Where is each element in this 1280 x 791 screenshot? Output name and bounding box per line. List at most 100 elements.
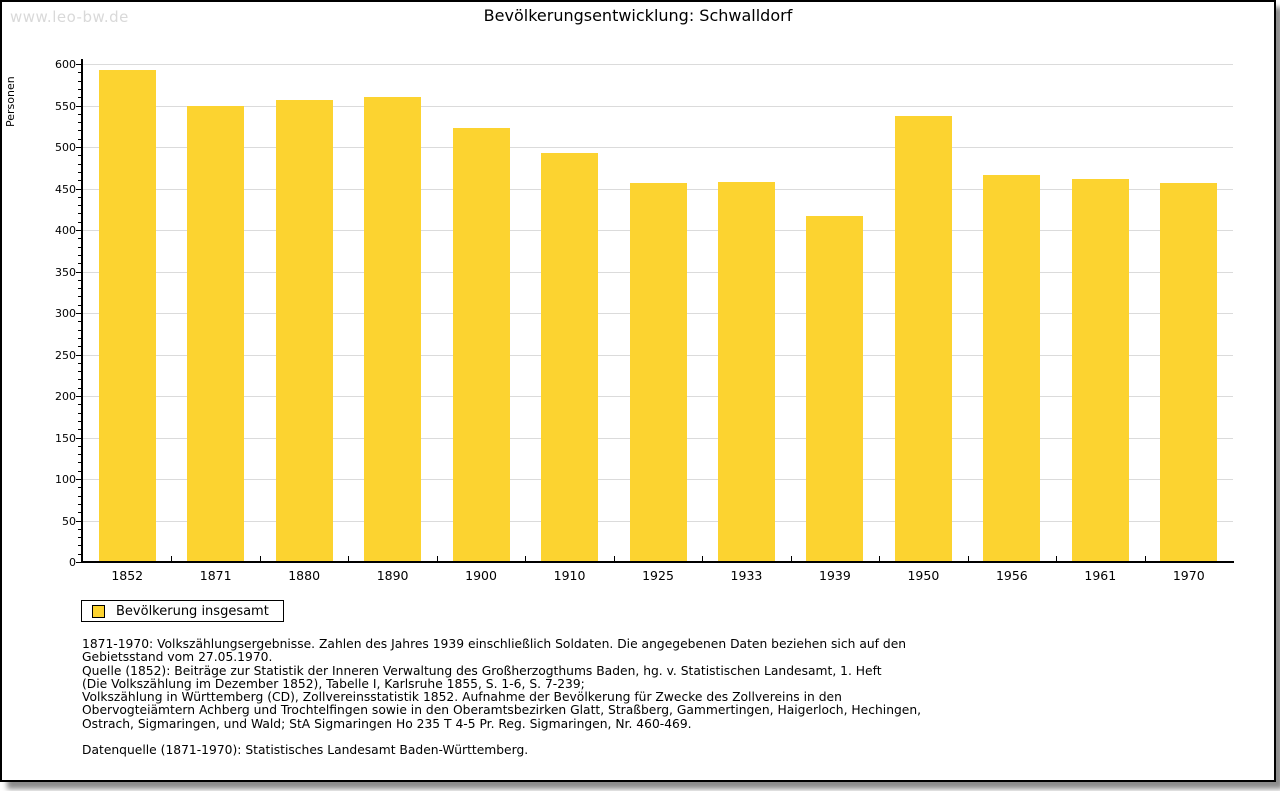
y-tick-520 (78, 130, 82, 132)
y-tick-60 (78, 512, 82, 514)
x-boundary-tick-4 (436, 556, 438, 561)
y-tick-50 (76, 520, 82, 522)
x-tick-label-1933: 1933 (730, 568, 763, 583)
y-tick-530 (78, 122, 82, 124)
x-boundary-tick-10 (967, 556, 969, 561)
y-tick-270 (78, 337, 82, 339)
gridline-500 (83, 147, 1233, 148)
y-tick-430 (78, 205, 82, 207)
x-boundary-tick-7 (702, 556, 704, 561)
y-tick-490 (78, 155, 82, 157)
legend: Bevölkerung insgesamt (81, 600, 284, 622)
watermark: www.leo-bw.de (10, 8, 129, 26)
y-tick-130 (78, 454, 82, 456)
x-tick-label-1956: 1956 (995, 568, 1028, 583)
y-tick-260 (78, 346, 82, 348)
bar-1939 (806, 215, 864, 562)
x-boundary-tick-8 (790, 556, 792, 561)
y-tick-240 (78, 362, 82, 364)
y-tick-340 (78, 279, 82, 281)
y-axis-line (81, 59, 83, 563)
y-tick-250 (76, 354, 82, 356)
y-tick-390 (78, 238, 82, 240)
y-tick-310 (78, 304, 82, 306)
footnote-text: 1871-1970: Volkszählungsergebnisse. Zahl… (82, 637, 922, 731)
bar-1970 (1160, 182, 1218, 562)
y-tick-label-300: 300 (55, 307, 76, 320)
x-boundary-tick-2 (259, 556, 261, 561)
x-boundary-tick-5 (525, 556, 527, 561)
x-tick-label-1900: 1900 (465, 568, 497, 583)
plot-area (83, 64, 1233, 562)
bar-1925 (629, 182, 687, 562)
y-tick-150 (76, 437, 82, 439)
y-tick-20 (78, 545, 82, 547)
bar-1910 (541, 152, 599, 562)
y-tick-410 (78, 221, 82, 223)
x-tick-label-1871: 1871 (199, 568, 232, 583)
y-tick-0 (76, 562, 82, 563)
y-tick-350 (76, 271, 82, 273)
bar-1880 (275, 99, 333, 562)
y-axis-title: Personen (4, 76, 17, 127)
y-tick-330 (78, 288, 82, 290)
y-tick-370 (78, 254, 82, 256)
x-tick-label-1890: 1890 (376, 568, 409, 583)
y-tick-500 (76, 147, 82, 148)
y-tick-label-200: 200 (55, 390, 76, 403)
x-tick-label-1961: 1961 (1084, 568, 1117, 583)
y-tick-320 (78, 296, 82, 298)
y-tick-label-600: 600 (55, 58, 76, 71)
y-tick-10 (78, 553, 82, 555)
y-tick-280 (78, 329, 82, 331)
y-tick-190 (78, 404, 82, 406)
bar-1950 (894, 116, 952, 562)
y-tick-40 (78, 528, 82, 530)
y-tick-100 (76, 479, 82, 480)
y-tick-220 (78, 379, 82, 381)
y-tick-140 (78, 445, 82, 447)
y-tick-label-250: 250 (55, 348, 76, 362)
y-tick-label-350: 350 (55, 265, 76, 279)
y-tick-590 (78, 72, 82, 74)
y-tick-540 (78, 113, 82, 115)
y-tick-label-150: 150 (55, 431, 76, 445)
datasource-text: Datenquelle (1871-1970): Statistisches L… (82, 743, 529, 757)
legend-swatch-icon (92, 604, 105, 618)
x-tick-label-1880: 1880 (288, 568, 321, 583)
y-tick-label-550: 550 (55, 99, 76, 113)
y-tick-230 (78, 371, 82, 373)
x-tick-label-1950: 1950 (907, 568, 940, 583)
y-tick-600 (76, 64, 82, 65)
x-boundary-tick-3 (348, 556, 350, 561)
y-tick-470 (78, 171, 82, 173)
y-tick-30 (78, 537, 82, 539)
y-tick-400 (76, 230, 82, 231)
bar-1900 (452, 127, 510, 562)
chart-title: Bevölkerungsentwicklung: Schwalldorf (483, 6, 793, 25)
x-axis-line (81, 561, 1234, 563)
x-tick-label-1970: 1970 (1172, 568, 1205, 583)
y-tick-180 (78, 412, 82, 414)
y-tick-label-0: 0 (69, 556, 76, 569)
y-tick-380 (78, 246, 82, 248)
bar-1890 (364, 97, 422, 562)
y-tick-300 (76, 313, 82, 314)
x-boundary-tick-9 (879, 556, 881, 561)
y-tick-450 (76, 188, 82, 190)
bar-1852 (98, 69, 156, 562)
y-tick-420 (78, 213, 82, 215)
x-tick-label-1925: 1925 (642, 568, 674, 583)
gridline-600 (83, 64, 1233, 65)
y-tick-510 (78, 138, 82, 140)
gridline-550 (83, 105, 1233, 107)
bar-1961 (1071, 179, 1129, 562)
bar-1956 (983, 175, 1041, 562)
bar-1871 (187, 105, 245, 562)
x-boundary-tick-11 (1056, 556, 1058, 561)
y-tick-label-500: 500 (55, 141, 76, 154)
x-boundary-tick-1 (171, 556, 173, 561)
y-tick-label-400: 400 (55, 224, 76, 237)
y-tick-label-450: 450 (55, 182, 76, 196)
